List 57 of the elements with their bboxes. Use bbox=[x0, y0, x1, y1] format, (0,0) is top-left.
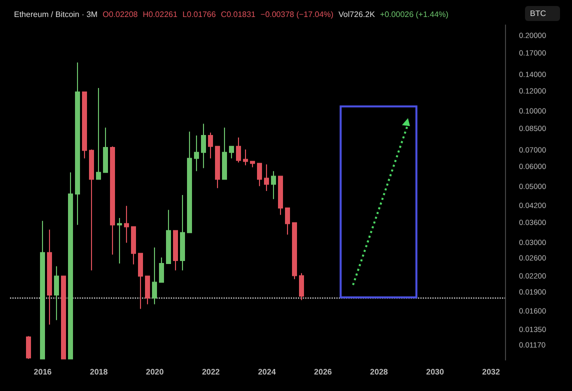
candlestick bbox=[215, 146, 220, 189]
candlestick bbox=[145, 276, 150, 305]
candlestick bbox=[103, 127, 108, 173]
text: C0.01831 bbox=[220, 10, 256, 19]
x-tick-label: 2024 bbox=[258, 368, 276, 376]
chart-title: Ethereum / Bitcoin · 3M bbox=[14, 10, 98, 19]
x-tick-label: 2028 bbox=[370, 368, 388, 376]
text: +0.00026 (+1.44%) bbox=[380, 10, 448, 19]
candlestick bbox=[110, 146, 115, 256]
candlestick bbox=[292, 222, 297, 280]
text: BTC bbox=[525, 6, 560, 21]
candlestick bbox=[40, 220, 45, 360]
candlestick bbox=[82, 92, 87, 159]
candlestick bbox=[222, 127, 227, 180]
candlestick bbox=[208, 132, 213, 159]
candlestick bbox=[131, 226, 136, 265]
x-tick-label: 2016 bbox=[34, 368, 52, 376]
x-tick-label: 2026 bbox=[314, 368, 332, 376]
x-tick-label: 2022 bbox=[202, 368, 220, 376]
candlestick bbox=[89, 148, 94, 271]
candlestick bbox=[159, 257, 164, 283]
candlestick bbox=[243, 148, 248, 166]
candlestick bbox=[61, 276, 66, 360]
candlestick bbox=[96, 87, 101, 180]
candlestick bbox=[201, 123, 206, 169]
candlestick bbox=[285, 207, 290, 236]
text: Vol726.2K bbox=[338, 10, 375, 19]
candlestick bbox=[257, 162, 262, 187]
candlestick bbox=[54, 266, 59, 321]
candlestick bbox=[47, 229, 52, 326]
candlestick bbox=[75, 62, 80, 226]
candlestick bbox=[117, 217, 122, 264]
text: H0.02261 bbox=[142, 10, 178, 19]
candlestick bbox=[173, 230, 178, 271]
text: O0.02208 bbox=[102, 10, 138, 19]
text: L0.01766 bbox=[182, 10, 216, 19]
x-tick-label: 2020 bbox=[146, 368, 164, 376]
candlestick bbox=[138, 252, 143, 310]
text: −0.00378 (−17.04%) bbox=[260, 10, 334, 19]
candlestick bbox=[26, 336, 31, 360]
candlestick bbox=[152, 247, 157, 305]
candlestick bbox=[236, 137, 241, 163]
candlestick bbox=[166, 209, 171, 264]
candlestick bbox=[180, 194, 185, 271]
candlestick bbox=[264, 164, 269, 192]
x-tick-label: 2030 bbox=[426, 368, 444, 376]
x-tick-label: 2018 bbox=[90, 368, 108, 376]
candlestick bbox=[68, 172, 73, 360]
candlestick bbox=[271, 170, 276, 200]
candlestick bbox=[124, 205, 129, 244]
x-tick-label: 2032 bbox=[482, 368, 500, 376]
candlestick bbox=[194, 134, 199, 172]
candlestick bbox=[299, 272, 304, 301]
candlestick bbox=[229, 146, 234, 159]
candlestick bbox=[278, 176, 283, 216]
candlestick bbox=[187, 131, 192, 234]
candlestick bbox=[250, 160, 255, 168]
